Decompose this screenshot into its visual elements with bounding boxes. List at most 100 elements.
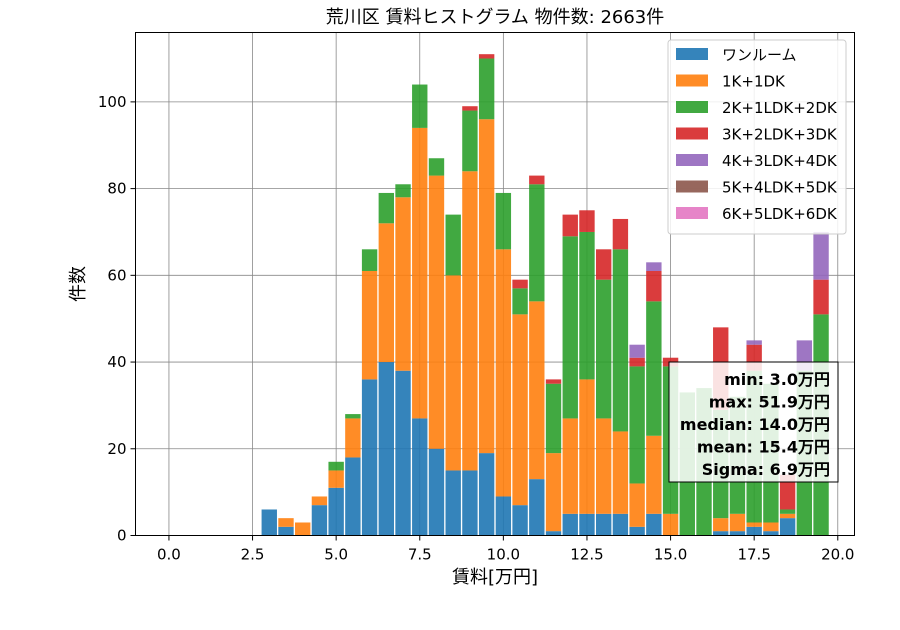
y-tick-label-5: 100 [98,93,127,111]
stats-line-3: mean: 15.4万円 [697,438,830,457]
bar-s1-b21 [612,431,629,514]
bar-s0-b9 [412,418,428,536]
bar-s1-b11 [445,275,461,471]
y-tick-label-4: 80 [107,180,126,198]
x-axis-label: 賃料[万円] [452,567,538,588]
bar-s0-b6 [361,379,378,536]
x-tick-label-2: 5.0 [324,546,348,564]
x-tick-label-7: 17.5 [737,546,770,564]
bar-s1-b27 [713,518,729,532]
bar-s0-b14 [495,496,512,536]
bar-s3-b17 [545,379,562,384]
bar-s4-b29 [746,340,762,345]
bar-s1-b12 [462,171,478,471]
bar-s1-b2 [295,522,311,536]
x-axis-ticks: 0.0 2.5 5.0 7.5 10.0 12.5 15.0 17.5 20.0 [157,535,854,564]
bar-s1-b3 [311,496,328,506]
bar-s0-b1 [278,526,294,536]
bar-s1-b13 [478,119,495,454]
x-tick-label-5: 12.5 [570,546,603,564]
bar-s0-b17 [545,531,562,536]
bar-s3-b33 [813,279,829,315]
bar-s0-b5 [345,457,361,536]
legend-swatch-3 [676,127,708,140]
bar-s2-b7 [378,192,395,224]
bar-s3-b21 [612,218,629,250]
y-tick-label-1: 20 [107,440,126,458]
bar-s0-b30 [763,531,779,536]
bar-s1-b10 [428,175,445,449]
plot-frame [135,32,855,536]
bar-s3-b19 [579,210,595,232]
bar-s3-b31 [779,474,796,510]
bar-s0-b19 [579,513,595,536]
bar-s0-b28 [729,531,746,536]
bar-s0-b4 [328,487,344,536]
bar-s2-b10 [428,158,445,176]
bar-s3-b16 [529,175,545,185]
x-tick-label-4: 10.0 [487,546,520,564]
bar-s0-b31 [779,518,796,536]
bar-s2-b14 [495,192,512,250]
legend-label-0: ワンルーム [722,46,797,64]
bar-s1-b16 [529,301,545,480]
bar-s2-b19 [579,231,595,380]
bar-s1-b4 [328,470,344,488]
bar-s0-b23 [646,513,662,536]
stats-frame [668,361,839,483]
bar-s3-b23 [646,270,662,302]
legend-label-5: 5K+4LDK+5DK [722,179,838,197]
bar-s2-b11 [445,214,461,276]
bar-s2-b15 [512,288,528,315]
x-tick-label-0: 0.0 [157,546,181,564]
y-axis-label: 件数 [68,266,89,302]
bar-s3-b18 [562,214,578,237]
stats-line-1: max: 51.9万円 [709,393,830,412]
bar-s1-b8 [395,197,411,371]
bar-s2-b20 [595,279,612,419]
bar-s2-b18 [562,236,578,419]
bar-s3-b22 [629,357,645,367]
bar-s3-b12 [462,106,478,111]
legend-swatch-5 [676,180,708,193]
legend-swatch-2 [676,101,708,113]
bar-s1-b28 [729,513,746,532]
x-tick-label-1: 2.5 [241,546,265,564]
bar-s0-b8 [395,370,411,536]
bar-s1-b31 [779,513,796,519]
bar-s2-b6 [361,249,378,271]
bar-s1-b7 [378,223,395,363]
bar-s1-b6 [361,270,378,380]
bar-s3-b20 [595,249,612,280]
bar-s2-b31 [779,509,796,514]
bar-s1-b19 [579,379,595,514]
bar-s2-b21 [612,249,629,432]
bar-s4-b23 [646,262,662,271]
bar-s1-b29 [746,522,762,527]
bar-s1-b18 [562,418,578,514]
bar-s2-b22 [629,366,645,484]
bar-s1-b20 [595,418,612,514]
legend: ワンルーム 1K+1DK 2K+1LDK+2DK 3K+2LDK+3DK 4K+3LDK… [667,39,847,235]
bar-s0-b15 [512,505,528,536]
bar-s2-b16 [529,184,545,302]
bar-s2-b13 [478,58,495,120]
bar-s0-b27 [713,531,729,536]
legend-box [667,39,847,235]
bar-s0-b3 [311,505,328,536]
chart-title: 荒川区 賃料ヒストグラム 物件数: 2663件 [326,7,665,28]
bar-s2-b9 [412,84,428,128]
bar-s0-b12 [462,470,478,536]
bar-s1-b30 [763,522,779,532]
bar-s2-b12 [462,110,478,172]
bar-s0-b22 [629,526,645,536]
bar-s0-b0 [261,509,277,536]
bar-s1-b5 [345,418,361,458]
legend-swatch-0 [676,48,708,60]
bar-s0-b18 [562,513,578,536]
legend-label-6: 6K+5LDK+6DK [722,205,838,223]
stats-line-0: min: 3.0万円 [724,370,830,389]
bar-s0-b21 [612,513,629,536]
bar-s2-b5 [345,414,361,419]
